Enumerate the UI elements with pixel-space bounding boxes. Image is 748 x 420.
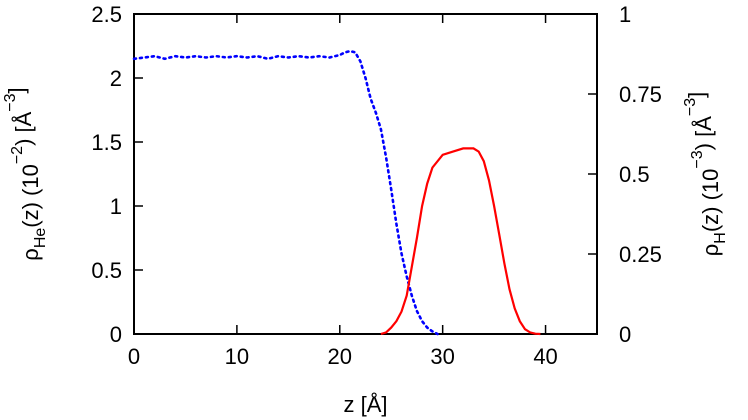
y-right-axis-label-main: ρ	[698, 244, 723, 257]
x-tick-label: 20	[328, 344, 352, 369]
y-right-axis-label-rest3: ]	[684, 92, 709, 98]
y-right-tick-label: 0.5	[619, 162, 650, 187]
series-line-hydrogen	[380, 147, 541, 336]
y-right-axis-label-sub: H	[712, 232, 729, 244]
y-right-tick-label: 0.25	[619, 242, 662, 267]
y-right-tick-label: 0.75	[619, 82, 662, 107]
y-right-axis-label: ρH(z) (10−3) [Å−3]	[682, 92, 729, 257]
y-left-tick-label: 2	[110, 66, 122, 91]
plot-frame	[133, 13, 598, 335]
y-left-tick-label: 2.5	[91, 2, 122, 27]
y-left-axis-label-rest2: ) [Å	[11, 111, 36, 146]
y-right-axis-label-sup2: −3	[682, 98, 699, 116]
y-left-axis-label: ρHe(z) (10−2) [Å−3]	[2, 87, 49, 260]
y-left-tick-label: 0	[110, 322, 122, 347]
y-left-axis-label-sup2: −3	[2, 93, 19, 111]
y-right-tick-label: 0	[619, 322, 631, 347]
y-right-axis-label-rest2: ) [Å	[691, 116, 716, 151]
y-left-axis-label-rest: (z) (10	[18, 164, 43, 228]
series-line-helium	[132, 49, 439, 336]
y-left-tick-label: 1	[110, 194, 122, 219]
x-tick-label: 40	[533, 344, 557, 369]
x-tick-label: 0	[128, 344, 140, 369]
y-left-axis-label-sup: −2	[9, 146, 26, 164]
y-left-axis-label-rest3: ]	[4, 87, 29, 93]
y-left-axis-label-sub: He	[32, 228, 49, 249]
y-right-tick-label: 1	[619, 2, 631, 27]
y-right-axis-label-sup: −3	[689, 150, 706, 168]
x-axis-label: z [Å]	[343, 392, 387, 417]
x-tick-label: 10	[225, 344, 249, 369]
y-left-tick-label: 1.5	[91, 130, 122, 155]
y-left-tick-label: 0.5	[91, 258, 122, 283]
y-right-axis-label-rest: (z) (10	[698, 169, 723, 233]
y-left-axis-label-main: ρ	[18, 248, 43, 261]
x-tick-label: 30	[430, 344, 454, 369]
